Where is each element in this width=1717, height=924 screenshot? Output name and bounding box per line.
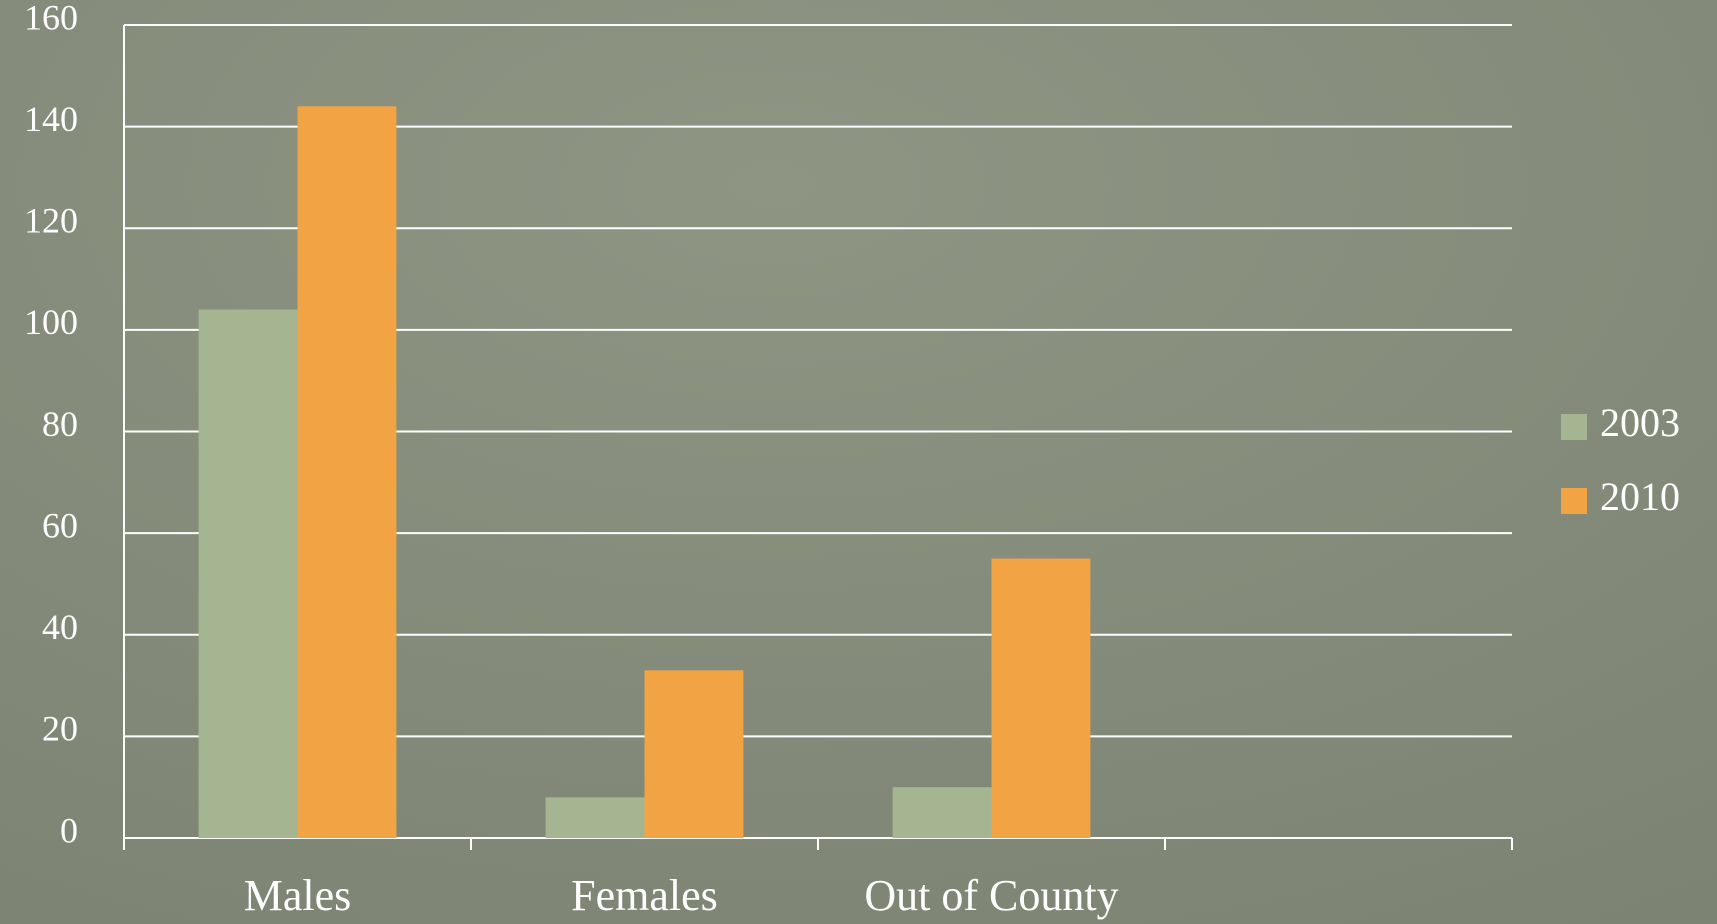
bar	[644, 670, 744, 838]
y-tick-label: 80	[42, 404, 78, 444]
bar	[991, 558, 1091, 838]
x-tick-label: Males	[244, 871, 352, 920]
y-tick-label: 120	[24, 201, 78, 241]
bar	[892, 787, 992, 838]
legend-swatch	[1561, 488, 1587, 514]
bar	[297, 106, 397, 839]
y-tick-label: 20	[42, 709, 78, 749]
bar	[198, 309, 298, 838]
y-tick-label: 100	[24, 302, 78, 342]
x-tick-label: Females	[571, 871, 718, 920]
legend-label: 2010	[1600, 474, 1680, 519]
bar	[545, 797, 645, 838]
y-tick-label: 140	[24, 99, 78, 139]
y-tick-label: 0	[60, 810, 78, 850]
legend-label: 2003	[1600, 400, 1680, 445]
y-tick-label: 40	[42, 607, 78, 647]
y-tick-label: 160	[24, 0, 78, 37]
x-tick-label: Out of County	[864, 871, 1118, 920]
y-tick-label: 60	[42, 505, 78, 545]
legend-swatch	[1561, 414, 1587, 440]
